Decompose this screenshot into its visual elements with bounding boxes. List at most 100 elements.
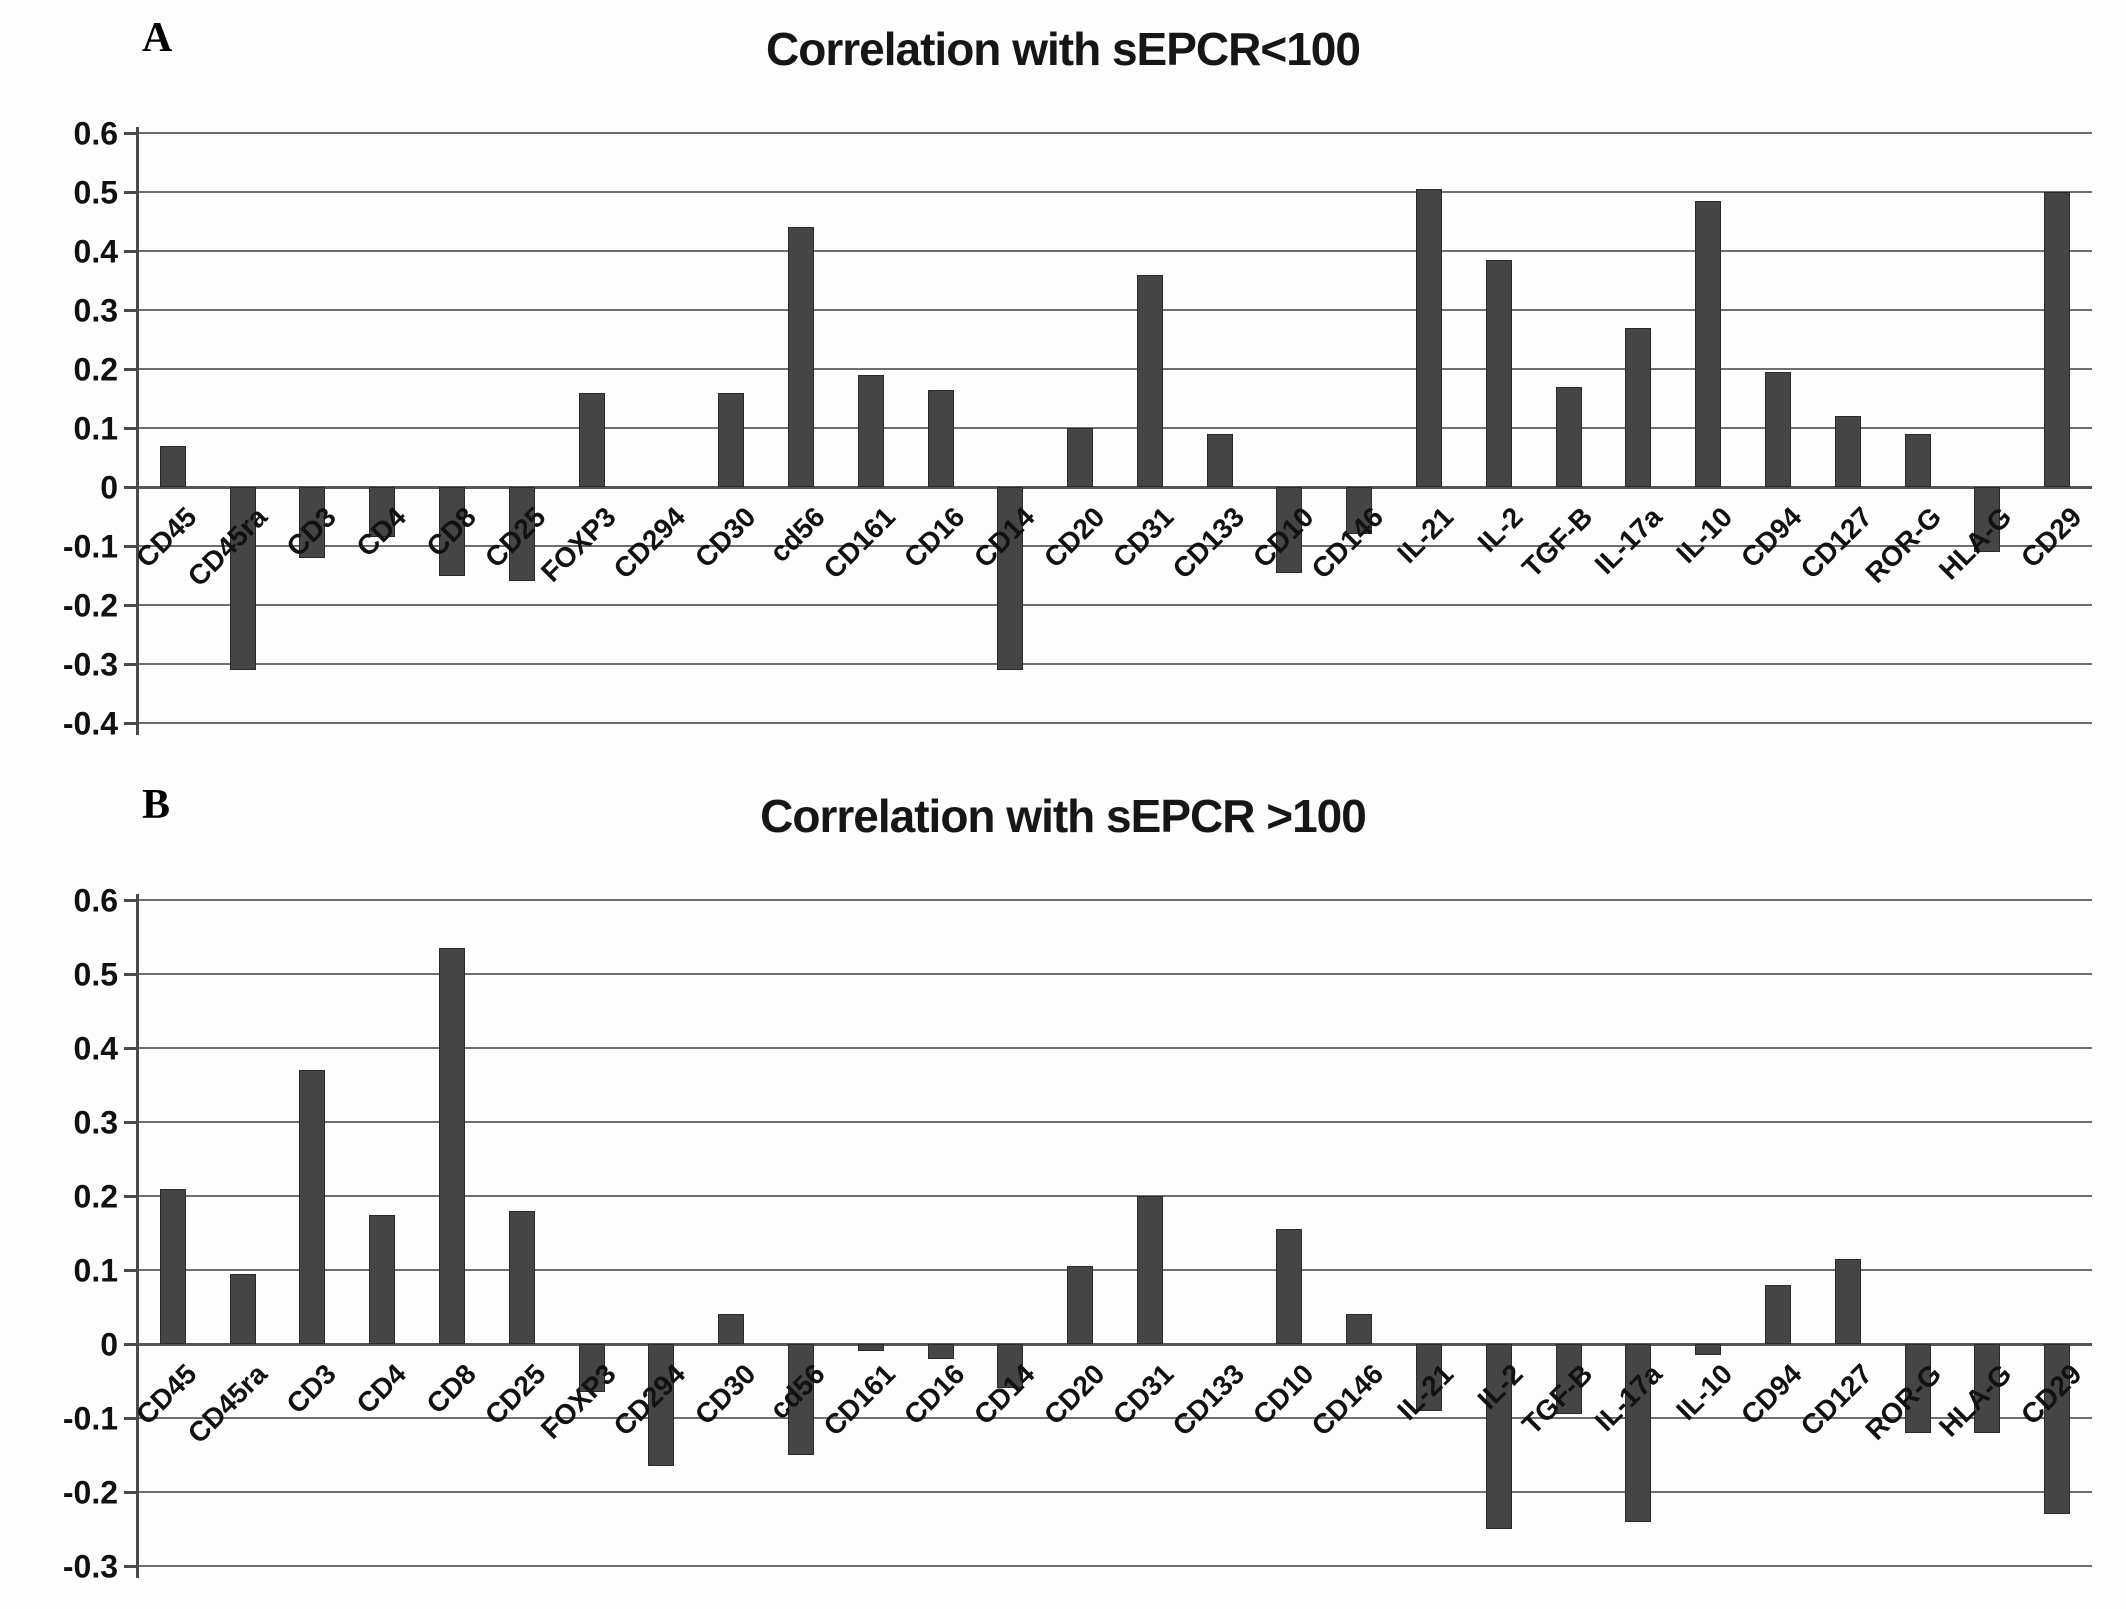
y-axis-tick: [124, 1047, 138, 1050]
y-axis-tick-label: 0.6: [73, 882, 118, 919]
x-category-label: IL-2: [1471, 1358, 1529, 1416]
bar: [1625, 327, 1652, 487]
gridline: [138, 427, 2092, 429]
y-axis-tick: [124, 486, 138, 489]
bar: [1136, 274, 1163, 487]
bar: [1764, 371, 1791, 487]
x-category-label: CD8: [420, 501, 482, 563]
gridline: [138, 663, 2092, 665]
bar: [997, 1344, 1024, 1389]
bar: [1067, 1266, 1094, 1344]
bar: [159, 1188, 186, 1344]
x-category-label: CD133: [1166, 501, 1250, 585]
bar: [718, 392, 745, 487]
y-axis-tick: [124, 191, 138, 194]
x-category-label: CD20: [1037, 1358, 1111, 1431]
x-category-label: CD4: [350, 1358, 413, 1420]
x-category-label: CD3: [280, 501, 343, 563]
y-axis-tick: [124, 1491, 138, 1494]
x-category-label: IL-21: [1390, 501, 1459, 570]
bar: [1695, 1344, 1722, 1356]
gridline: [138, 899, 2092, 901]
x-category-label: CD294: [607, 501, 692, 585]
x-category-label: TGF-B: [1516, 501, 1599, 584]
bar: [508, 487, 535, 582]
x-category-label: CD3: [280, 1358, 343, 1420]
bar: [787, 227, 814, 487]
gridline: [138, 1047, 2092, 1049]
x-category-label: CD8: [420, 1358, 482, 1420]
y-axis-tick: [124, 368, 138, 371]
gridline: [138, 250, 2092, 252]
bar: [1555, 386, 1582, 487]
y-axis-tick-label: -0.2: [62, 1474, 118, 1511]
y-axis-tick: [124, 973, 138, 976]
bar: [229, 1273, 256, 1344]
y-axis-tick-label: 0.2: [73, 1178, 118, 1215]
y-axis-tick-label: 0: [100, 469, 118, 506]
bar: [2044, 192, 2071, 487]
bar: [927, 389, 954, 487]
panel-b-bar-chart: 0.6 0.5 0.4 0.3 0.2 0.1 0 -0.1 -0.2 -0.3 CD45 CD45r…: [63, 883, 2092, 1585]
gridline: [138, 1565, 2092, 1567]
bar: [578, 392, 605, 487]
bar: [1206, 433, 1233, 487]
y-axis-tick-label: 0.1: [73, 410, 118, 447]
y-axis-tick: [124, 1269, 138, 1272]
y-axis-tick-label: 0.4: [73, 1030, 118, 1067]
y-axis-tick-label: 0.6: [73, 115, 118, 152]
bar: [1625, 1344, 1652, 1522]
x-category-label: CD30: [688, 501, 762, 574]
x-category-label: CD16: [897, 1358, 971, 1431]
bar: [1276, 1229, 1303, 1344]
y-axis-tick: [124, 545, 138, 548]
gridline: [138, 545, 2092, 547]
bar: [787, 1344, 814, 1455]
bar: [1834, 416, 1861, 487]
gridline: [138, 973, 2092, 975]
bar: [997, 487, 1024, 670]
y-axis-tick-label: -0.3: [62, 646, 118, 683]
x-category-label: CD133: [1166, 1358, 1250, 1442]
y-axis-tick: [124, 250, 138, 253]
x-category-label: IL-10: [1669, 501, 1739, 570]
y-axis-tick-label: 0.2: [73, 351, 118, 388]
bar: [1904, 433, 1931, 487]
y-axis-tick-label: -0.1: [62, 528, 118, 565]
bar: [1974, 487, 2001, 552]
gridline: [138, 1269, 2092, 1271]
gridline: [138, 1491, 2092, 1493]
y-axis-tick-label: 0.5: [73, 174, 118, 211]
bar: [1904, 1344, 1931, 1433]
gridline: [138, 368, 2092, 370]
x-category-label: CD161: [817, 1358, 901, 1442]
x-category-label: CD4: [350, 501, 413, 563]
bar: [718, 1314, 745, 1344]
bar: [648, 1344, 675, 1467]
bar: [1276, 487, 1303, 573]
bar: [857, 1344, 884, 1352]
bar: [1695, 200, 1722, 487]
y-axis-tick-label: 0.4: [73, 233, 118, 270]
x-category-label: CD30: [688, 1358, 762, 1431]
bar: [1974, 1344, 2001, 1433]
bar: [857, 374, 884, 487]
bar: [369, 487, 396, 538]
bar: [927, 1344, 954, 1359]
x-category-label: CD20: [1037, 501, 1111, 574]
x-category-label: CD16: [897, 501, 971, 574]
y-axis-tick-label: 0: [100, 1326, 118, 1363]
gridline: [138, 1195, 2092, 1197]
gridline: [138, 132, 2092, 134]
bar: [1485, 1344, 1512, 1529]
y-axis-tick: [124, 1565, 138, 1568]
y-axis-tick-label: -0.1: [62, 1400, 118, 1437]
bar: [159, 445, 186, 487]
bar: [229, 487, 256, 670]
bar: [508, 1210, 535, 1344]
gridline: [138, 1121, 2092, 1123]
y-axis-tick-label: 0.5: [73, 956, 118, 993]
bar: [1346, 487, 1373, 535]
bar: [1416, 1344, 1443, 1411]
bar: [1485, 259, 1512, 487]
